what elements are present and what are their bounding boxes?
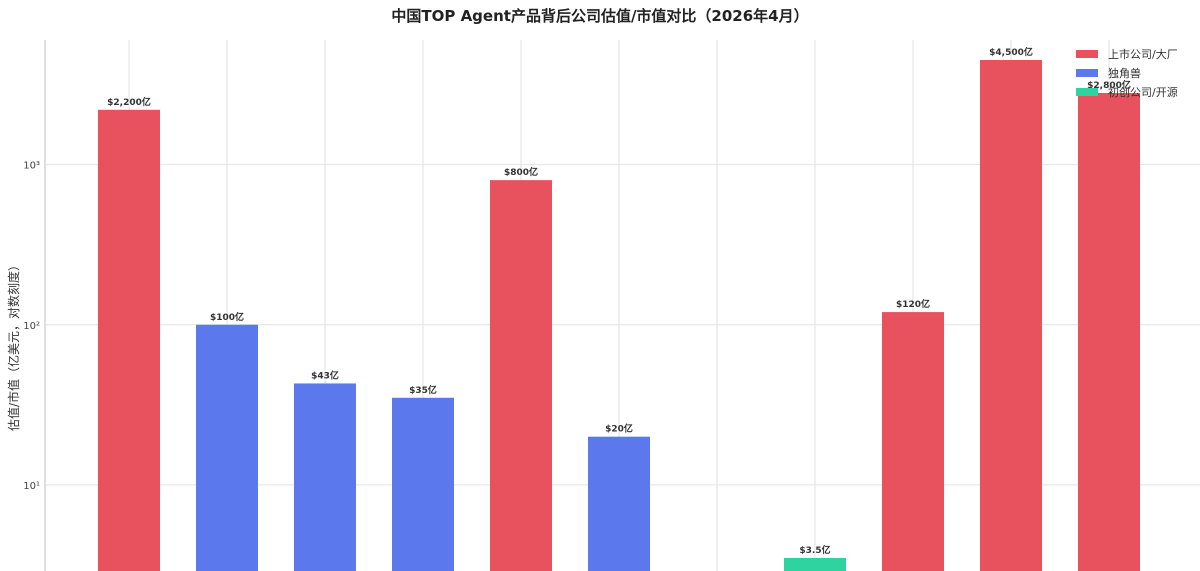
y-ticks: 10¹ 10² 10³ [23, 161, 40, 492]
bar [980, 60, 1042, 571]
legend-label: 上市公司/大厂 [1108, 47, 1178, 61]
legend-label: 独角兽 [1108, 66, 1141, 80]
bar [392, 397, 454, 571]
data-label: $2,200亿 [107, 96, 151, 108]
y-tick-label: 10² [23, 321, 40, 332]
data-label: $20亿 [605, 423, 633, 435]
y-tick-label: 10¹ [23, 481, 40, 492]
bar [294, 383, 356, 571]
legend-label: 初创公司/开源 [1108, 85, 1178, 99]
bar [882, 312, 944, 571]
bar [196, 324, 258, 571]
data-label: $120亿 [896, 298, 930, 310]
chart-title: 中国TOP Agent产品背后公司估值/市值对比（2026年4月） [391, 7, 808, 25]
data-label: $800亿 [504, 166, 538, 178]
data-label: $35亿 [409, 384, 437, 396]
y-axis-label: 估值/市值（亿美元，对数刻度） [6, 259, 21, 431]
bar [784, 557, 846, 571]
data-label: $43亿 [311, 369, 339, 381]
bar [588, 436, 650, 571]
data-label: $3.5亿 [799, 544, 830, 556]
legend-swatch [1076, 50, 1098, 58]
legend-swatch [1076, 88, 1098, 96]
legend-swatch [1076, 69, 1098, 77]
data-label: $2,800亿 [1087, 79, 1131, 91]
bar [98, 109, 160, 571]
bars [98, 60, 1140, 571]
data-label: $4,500亿 [989, 46, 1033, 58]
data-label: $100亿 [210, 311, 244, 323]
bar [1078, 93, 1140, 571]
bar [490, 180, 552, 571]
y-tick-label: 10³ [23, 161, 40, 172]
data-labels: $2,200亿 $100亿 $43亿 $35亿 $800亿 $20亿 $3.5亿 $120亿 $… [107, 46, 1131, 556]
